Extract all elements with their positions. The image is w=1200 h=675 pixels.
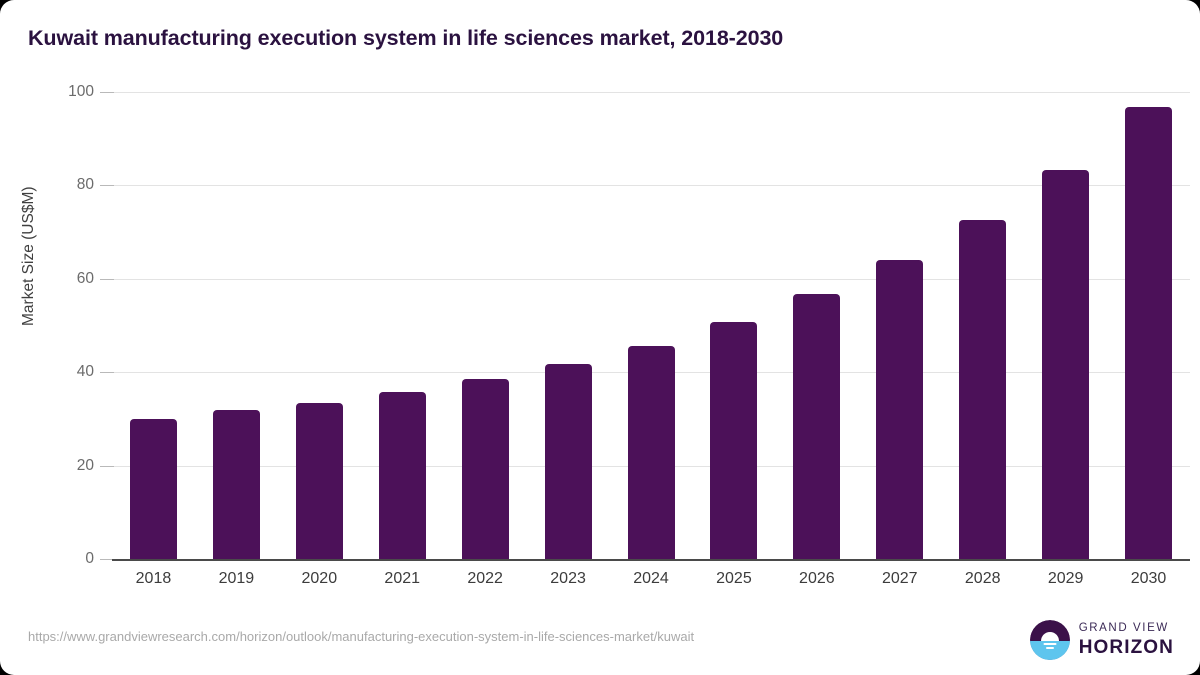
bar-2027[interactable] — [876, 259, 924, 559]
gridline — [112, 278, 1190, 280]
y-axis-title: Market Size (US$M) — [20, 186, 37, 326]
y-tick-mark — [100, 372, 114, 374]
bar-2021[interactable] — [378, 392, 426, 559]
x-tick-label-2023: 2023 — [550, 570, 586, 587]
page-title: Kuwait manufacturing execution system in… — [28, 26, 784, 50]
logo-line-2: HORIZON — [1078, 636, 1174, 658]
x-tick-label-2025: 2025 — [716, 570, 752, 587]
logo-line-1: GRAND VIEW — [1078, 622, 1169, 635]
gridline — [112, 185, 1190, 187]
x-tick-label-2030: 2030 — [1130, 570, 1167, 587]
x-tick-label-2020: 2020 — [301, 570, 338, 587]
bar-2025[interactable] — [710, 321, 758, 559]
bar-2023[interactable] — [544, 364, 592, 559]
y-tick-mark — [100, 92, 114, 93]
bar-2026[interactable] — [793, 293, 841, 559]
bar-2022[interactable] — [461, 379, 509, 559]
x-tick-label-2019: 2019 — [218, 570, 255, 587]
y-tick-label: 100 — [68, 83, 94, 100]
bar-2029[interactable] — [1042, 169, 1090, 559]
horizon-sun-icon — [1029, 620, 1070, 660]
bar-2030[interactable] — [1125, 107, 1173, 559]
y-tick-label: 0 — [85, 550, 94, 567]
y-tick-label: 20 — [76, 456, 94, 474]
bar-2028[interactable] — [959, 219, 1007, 559]
gridline — [112, 92, 1190, 93]
bar-2024[interactable] — [627, 345, 675, 559]
plot-area: 0 20 40 60 80 100 — [68, 83, 1190, 567]
x-axis-line — [112, 559, 1190, 561]
y-tick-label: 60 — [76, 269, 94, 287]
y-tick-mark — [100, 465, 114, 467]
bar-2018[interactable] — [129, 418, 177, 559]
y-tick-label: 40 — [76, 363, 94, 381]
logo-wordmark: GRAND VIEW HORIZON — [1079, 623, 1174, 657]
x-tick-label-2026: 2026 — [799, 570, 835, 587]
source-url[interactable]: https://www.grandviewresearch.com/horizo… — [28, 629, 695, 644]
bar-2019[interactable] — [212, 410, 260, 559]
x-tick-label-2027: 2027 — [881, 570, 918, 587]
x-tick-label-2021: 2021 — [384, 570, 421, 587]
y-tick-label: 80 — [76, 176, 94, 194]
x-tick-label-2029: 2029 — [1047, 570, 1084, 587]
x-tick-label-2028: 2028 — [964, 570, 1001, 587]
x-tick-label-2022: 2022 — [467, 570, 503, 587]
bar-2020[interactable] — [295, 402, 343, 559]
y-tick-mark — [100, 278, 114, 280]
x-tick-label-2024: 2024 — [633, 570, 669, 587]
x-tick-label-2018: 2018 — [135, 570, 172, 587]
y-tick-mark — [100, 185, 114, 187]
brand-logo[interactable]: GRAND VIEW HORIZON — [1029, 620, 1174, 660]
